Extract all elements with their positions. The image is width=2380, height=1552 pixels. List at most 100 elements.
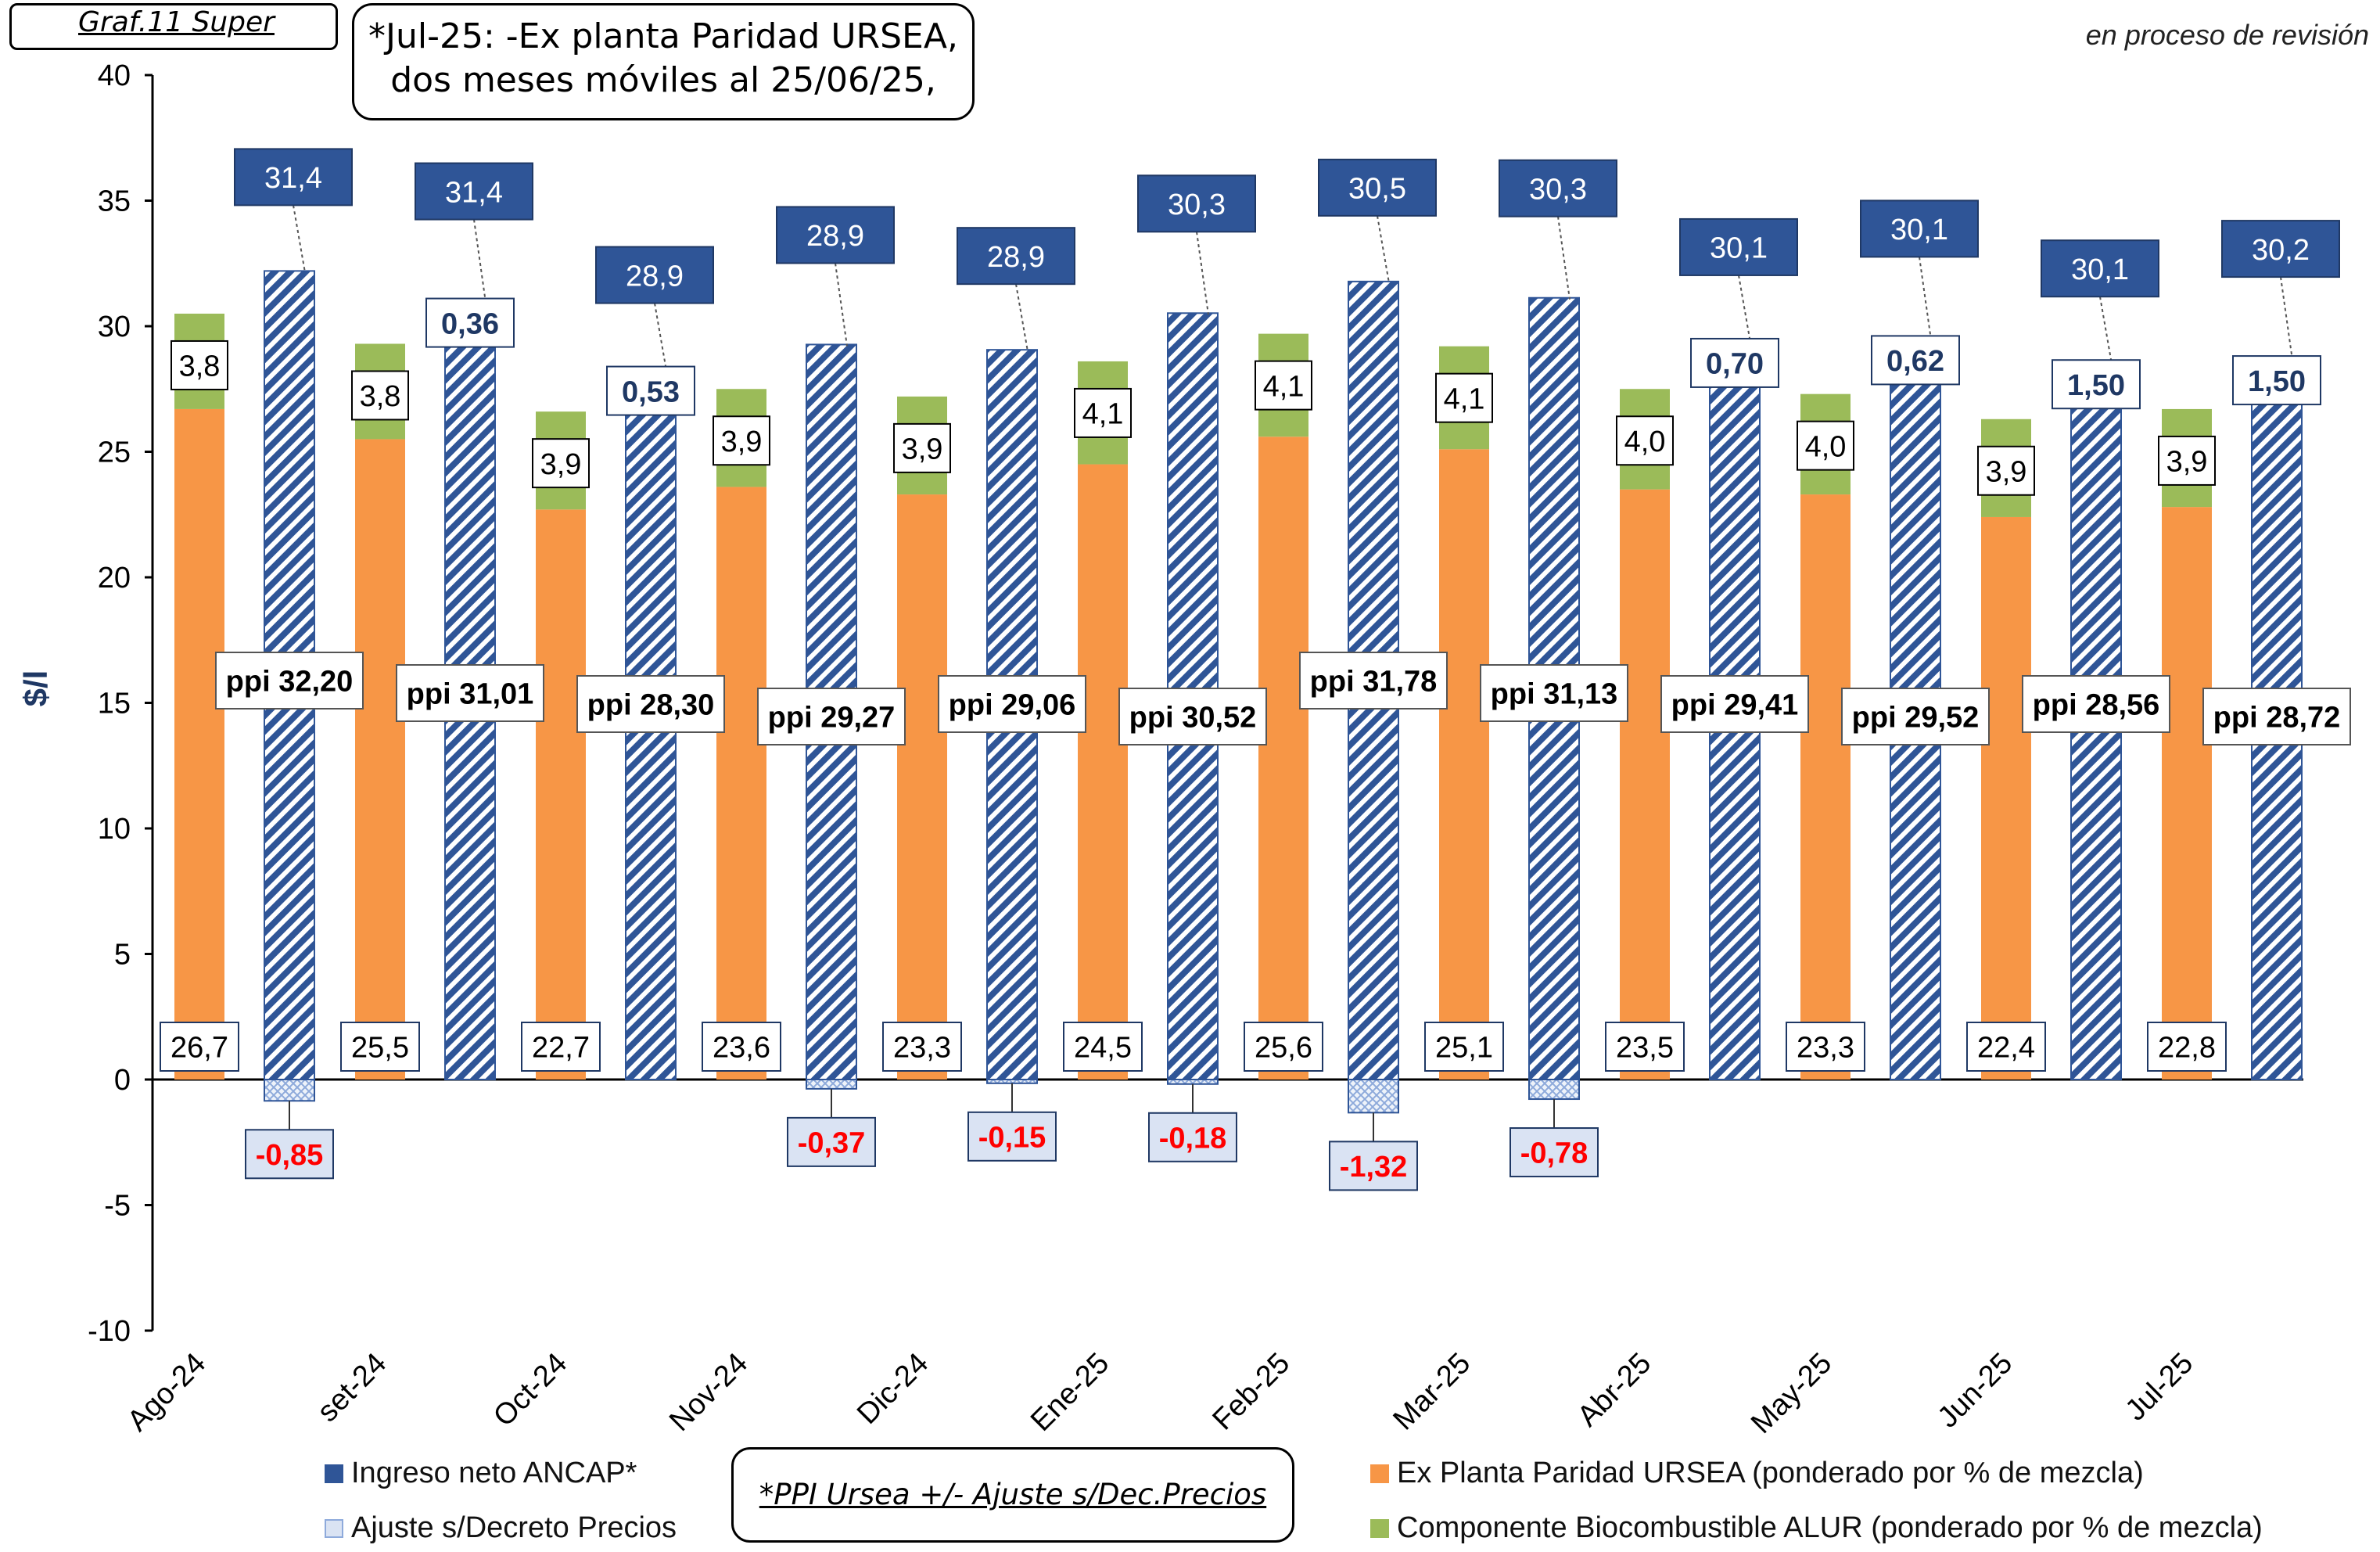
formula-box: *PPI Ursea +/- Ajuste s/Dec.Precios <box>731 1447 1294 1543</box>
label-ingreso: 28,9 <box>595 246 714 304</box>
label-ingreso: 28,9 <box>776 206 895 264</box>
label-ingreso-box <box>1137 174 1256 233</box>
label-ingreso-text: 30,2 <box>2252 234 2310 267</box>
note-line-2: dos meses móviles al 25/06/25, <box>390 60 936 100</box>
label-bio-text: 3,9 <box>540 448 582 481</box>
legend-explanta-swatch <box>1370 1464 1389 1483</box>
label-explanta-text: 23,5 <box>1616 1032 1674 1065</box>
label-ajuste: 0,53 <box>606 365 695 416</box>
label-ajuste-box <box>787 1116 876 1167</box>
label-explanta-text: 23,3 <box>893 1032 951 1065</box>
label-ingreso-box <box>2221 220 2340 278</box>
legend-ingreso-label: Ingreso neto ANCAP* <box>351 1457 637 1489</box>
label-bio-box <box>1074 387 1132 438</box>
label-explanta-text: 22,4 <box>1977 1032 2035 1065</box>
label-bio-box <box>532 438 590 489</box>
x-tick-label: Jul-25 <box>2119 1347 2199 1428</box>
bar-explanta <box>536 509 586 1080</box>
bar-explanta <box>174 408 224 1080</box>
label-ppi-text: ppi 29,41 <box>1671 689 1799 722</box>
label-ingreso-text: 30,1 <box>2071 253 2129 286</box>
y-tick-label: -10 <box>88 1315 131 1348</box>
label-bio-box <box>1977 445 2035 496</box>
label-ppi: ppi 29,06 <box>938 675 1086 733</box>
label-ppi-box <box>1118 688 1267 745</box>
x-tick-label: Oct-24 <box>487 1347 573 1433</box>
label-ingreso: 30,1 <box>1860 199 1979 258</box>
label-ajuste-text: 0,53 <box>622 375 680 408</box>
label-ajuste-box <box>1329 1141 1418 1191</box>
label-ppi-box <box>1841 688 1990 745</box>
label-ppi-box <box>757 688 906 745</box>
label-ingreso: 30,2 <box>2221 220 2340 278</box>
label-ajuste-text: -0,85 <box>256 1139 324 1172</box>
label-bio-box <box>713 415 770 466</box>
bar-explanta <box>897 494 947 1080</box>
note-line-1: *Jul-25: -Ex planta Paridad URSEA, <box>368 16 958 56</box>
label-ppi-box <box>396 664 544 722</box>
y-tick-label: 10 <box>98 813 131 846</box>
label-explanta: 25,5 <box>340 1022 420 1072</box>
label-ajuste-box <box>1871 335 1960 386</box>
label-explanta-box <box>521 1022 601 1072</box>
label-ppi: ppi 32,20 <box>215 652 364 710</box>
y-tick-label: 30 <box>98 311 131 343</box>
label-ajuste: -0,15 <box>967 1111 1057 1162</box>
label-ppi-text: ppi 29,52 <box>1852 702 1980 735</box>
x-tick-label: Nov-24 <box>663 1347 754 1438</box>
ingreso-leader <box>654 303 667 371</box>
label-ajuste-text: -0,18 <box>1159 1122 1227 1155</box>
ingreso-leader <box>473 219 486 303</box>
label-ingreso-text: 28,9 <box>806 220 864 253</box>
label-explanta-text: 25,5 <box>351 1032 409 1065</box>
label-explanta: 22,7 <box>521 1022 601 1072</box>
review-note: en proceso de revisión <box>2085 19 2369 51</box>
label-ingreso-box <box>1318 158 1437 217</box>
label-explanta: 23,6 <box>702 1022 781 1072</box>
label-ajuste-box <box>245 1129 334 1180</box>
label-ajuste: 0,62 <box>1871 335 1960 386</box>
label-ingreso-box <box>2041 239 2159 298</box>
label-ingreso-text: 30,1 <box>1710 232 1768 265</box>
label-ingreso-text: 31,4 <box>264 162 322 195</box>
label-ppi: ppi 28,72 <box>2202 688 2351 745</box>
chart-tag: Graf.11 Super <box>9 3 338 50</box>
label-ppi-box <box>1660 675 1809 733</box>
bar-ajuste <box>986 1079 1038 1084</box>
label-ingreso: 30,1 <box>1679 217 1798 276</box>
label-bio-box <box>2158 435 2216 486</box>
bar-explanta <box>1620 489 1670 1080</box>
label-ppi: ppi 29,41 <box>1660 675 1809 733</box>
label-explanta-box <box>2147 1022 2227 1072</box>
label-ppi: ppi 31,78 <box>1299 652 1448 710</box>
label-bio-box <box>1616 415 1674 466</box>
label-ingreso: 28,9 <box>957 227 1075 286</box>
ingreso-leader <box>1377 215 1390 284</box>
label-explanta-box <box>1424 1022 1504 1072</box>
label-explanta: 23,5 <box>1605 1022 1685 1072</box>
label-explanta-text: 25,6 <box>1255 1032 1312 1065</box>
bar-explanta <box>2162 507 2212 1080</box>
label-explanta-box <box>1786 1022 1865 1072</box>
label-ajuste-text: 0,70 <box>1706 348 1764 381</box>
label-ajuste: 0,36 <box>425 297 515 348</box>
label-ajuste-box <box>1148 1112 1237 1162</box>
legend-bio-swatch <box>1370 1518 1389 1538</box>
ingreso-leader <box>835 263 848 347</box>
label-ingreso-box <box>234 148 353 207</box>
bar-explanta <box>1800 494 1851 1080</box>
label-ppi: ppi 31,01 <box>396 664 544 722</box>
x-tick-label: Jun-25 <box>1931 1347 2019 1435</box>
label-bio: 3,8 <box>171 340 228 390</box>
label-bio: 4,1 <box>1255 360 1312 411</box>
label-explanta-text: 25,1 <box>1435 1032 1493 1065</box>
label-ingreso-box <box>415 162 533 221</box>
x-tick-label: set-24 <box>311 1347 393 1428</box>
ingreso-leader <box>2099 296 2113 365</box>
bar-ajuste <box>264 1079 315 1102</box>
label-ajuste-box <box>606 365 695 416</box>
ingreso-leader <box>293 205 306 273</box>
label-ppi-text: ppi 29,27 <box>768 702 896 735</box>
label-ajuste-box <box>425 297 515 348</box>
